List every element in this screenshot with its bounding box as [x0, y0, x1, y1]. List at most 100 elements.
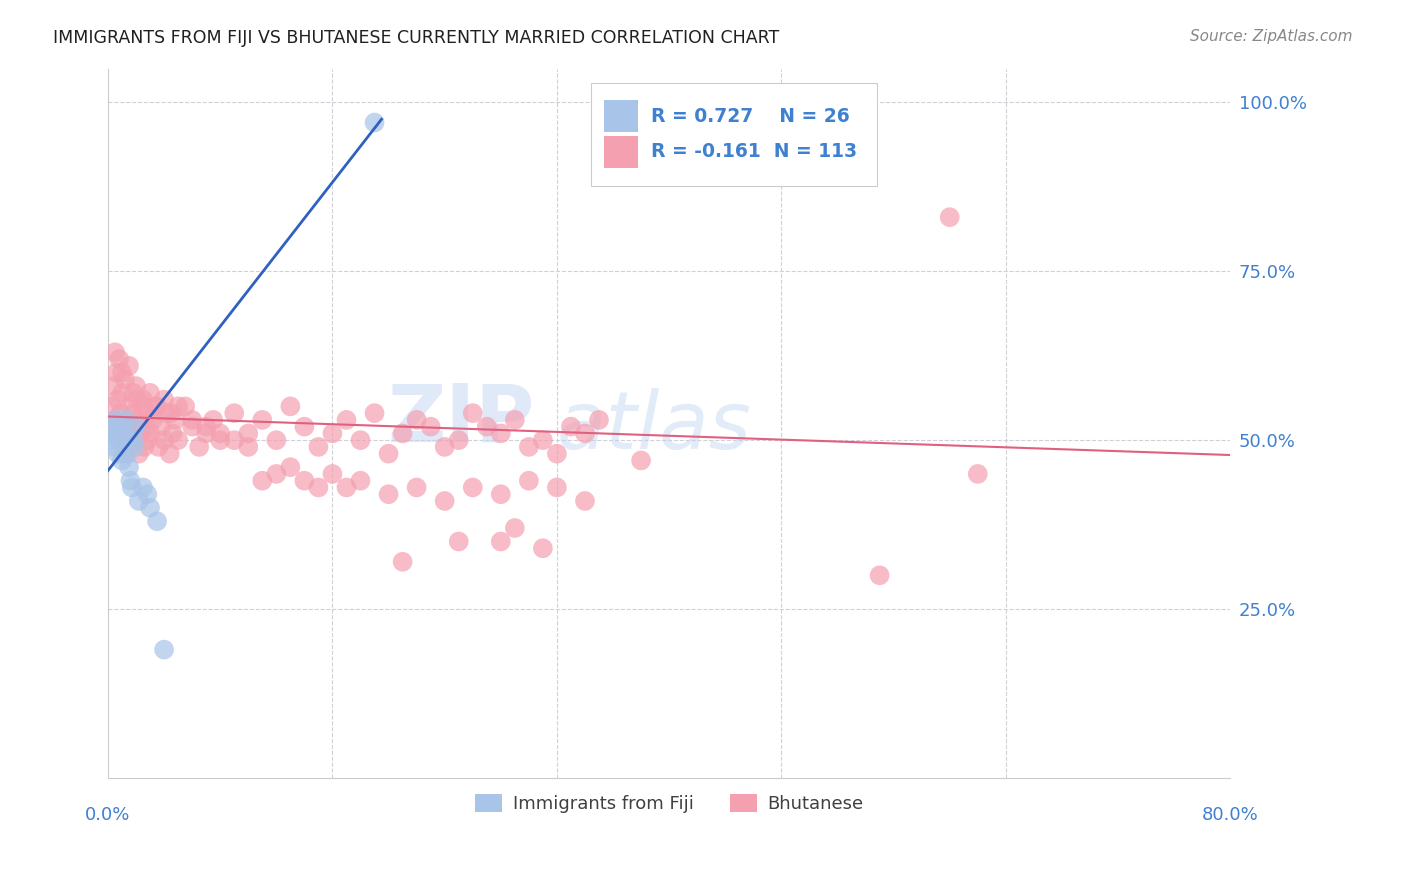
Text: Source: ZipAtlas.com: Source: ZipAtlas.com: [1189, 29, 1353, 44]
Point: [503, 521, 526, 535]
Point: [103, 379, 125, 393]
Point: [349, 474, 371, 488]
Point: [139, 385, 162, 400]
Point: [630, 453, 652, 467]
Point: [104, 440, 127, 454]
Point: [146, 514, 169, 528]
Point: [224, 406, 246, 420]
Point: [209, 433, 232, 447]
Point: [546, 447, 568, 461]
Point: [574, 426, 596, 441]
Point: [108, 433, 131, 447]
Point: [110, 419, 132, 434]
Point: [321, 467, 343, 481]
Point: [122, 385, 145, 400]
Point: [103, 426, 125, 441]
Point: [107, 447, 129, 461]
Point: [142, 413, 165, 427]
Point: [110, 406, 132, 420]
Point: [118, 460, 141, 475]
Point: [966, 467, 988, 481]
Point: [202, 413, 225, 427]
Point: [101, 400, 124, 414]
Point: [517, 474, 540, 488]
Point: [433, 494, 456, 508]
Point: [252, 413, 274, 427]
Point: [120, 474, 142, 488]
Point: [128, 447, 150, 461]
Point: [115, 413, 138, 427]
Point: [139, 500, 162, 515]
Point: [419, 419, 441, 434]
Text: R = 0.727    N = 26: R = 0.727 N = 26: [651, 107, 851, 126]
Point: [107, 392, 129, 407]
Point: [188, 440, 211, 454]
Point: [132, 480, 155, 494]
Point: [105, 413, 128, 427]
Point: [156, 406, 179, 420]
Point: [120, 400, 142, 414]
Point: [101, 433, 124, 447]
Point: [252, 474, 274, 488]
Point: [560, 419, 582, 434]
Point: [546, 480, 568, 494]
Point: [136, 433, 159, 447]
Point: [363, 406, 385, 420]
Text: 0.0%: 0.0%: [86, 806, 131, 824]
Point: [266, 467, 288, 481]
Point: [111, 366, 134, 380]
Point: [195, 419, 218, 434]
Point: [121, 480, 143, 494]
Point: [489, 426, 512, 441]
Point: [153, 392, 176, 407]
Point: [105, 366, 128, 380]
Point: [938, 210, 960, 224]
FancyBboxPatch shape: [605, 101, 638, 132]
Point: [117, 447, 139, 461]
Point: [165, 413, 187, 427]
Point: [209, 426, 232, 441]
Point: [114, 433, 136, 447]
Point: [391, 555, 413, 569]
Point: [405, 413, 427, 427]
Point: [114, 372, 136, 386]
Point: [145, 400, 167, 414]
Text: atlas: atlas: [557, 388, 752, 466]
Point: [112, 433, 135, 447]
Point: [292, 474, 315, 488]
Text: R = -0.161  N = 113: R = -0.161 N = 113: [651, 143, 858, 161]
FancyBboxPatch shape: [605, 136, 638, 168]
Point: [153, 642, 176, 657]
Point: [307, 480, 329, 494]
Point: [124, 440, 146, 454]
Point: [195, 426, 218, 441]
Point: [531, 433, 554, 447]
Point: [122, 433, 145, 447]
Point: [153, 433, 176, 447]
Point: [588, 413, 610, 427]
Point: [100, 419, 122, 434]
Point: [391, 426, 413, 441]
Point: [280, 460, 302, 475]
Point: [132, 392, 155, 407]
Point: [292, 419, 315, 434]
Point: [266, 433, 288, 447]
Point: [181, 413, 204, 427]
Point: [108, 352, 131, 367]
Point: [134, 440, 156, 454]
Point: [475, 419, 498, 434]
Point: [135, 419, 157, 434]
Point: [224, 433, 246, 447]
Point: [489, 487, 512, 501]
Point: [280, 400, 302, 414]
Point: [125, 419, 148, 434]
Point: [136, 487, 159, 501]
Point: [128, 494, 150, 508]
Point: [238, 440, 260, 454]
Point: [129, 426, 152, 441]
Point: [335, 413, 357, 427]
FancyBboxPatch shape: [591, 83, 877, 186]
Point: [377, 487, 399, 501]
Text: ZIP: ZIP: [387, 381, 534, 458]
Point: [869, 568, 891, 582]
